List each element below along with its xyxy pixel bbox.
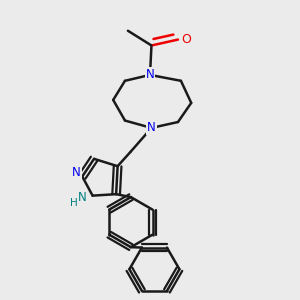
Text: N: N: [146, 68, 154, 81]
Text: N: N: [72, 167, 81, 179]
Text: H: H: [70, 198, 78, 208]
Text: N: N: [147, 122, 156, 134]
Text: N: N: [78, 190, 87, 204]
Text: O: O: [181, 33, 191, 46]
